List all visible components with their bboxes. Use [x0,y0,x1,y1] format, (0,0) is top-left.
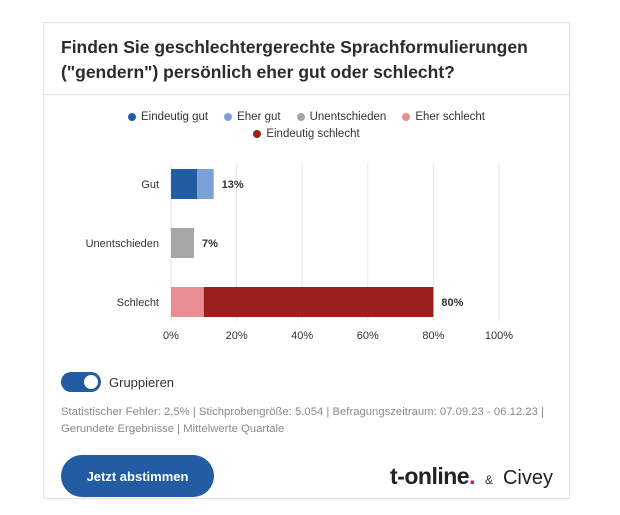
chart-legend: Eindeutig gut Eher gut Unentschieden Eher s… [44,109,569,143]
legend-item[interactable]: Unentschieden [296,109,387,125]
data-label: 80% [441,297,463,309]
ampersand: & [484,473,493,487]
toggle-label: Gruppieren [109,374,175,390]
x-tick-label: 80% [422,330,444,342]
bar-segment [171,287,204,317]
legend-dot [224,113,233,121]
legend-label: Eindeutig gut [140,111,209,123]
legend-dot [296,113,305,121]
legend-item[interactable]: Eher schlecht [402,109,485,125]
legend-item[interactable]: Eher gut [224,109,281,125]
bar-segment [197,169,214,199]
bar-segment [171,228,194,258]
x-tick-label: 0% [163,330,179,342]
vote-button[interactable]: Jetzt abstimmen [61,455,214,497]
x-tick-label: 20% [226,330,248,342]
legend-row: Eindeutig schlecht [44,126,569,142]
brand-logos: t-online. & Civey [390,463,553,490]
category-label: Schlecht [117,297,159,309]
bar-segment [171,169,198,199]
data-label: 13% [222,179,244,191]
legend-row: Eindeutig gut Eher gut Unentschieden Eher s… [44,109,569,125]
bar-segment [203,287,434,317]
group-toggle[interactable] [61,372,101,392]
legend-item[interactable]: Eindeutig schlecht [253,126,360,142]
legend-dot [402,113,411,121]
legend-label: Eher schlecht [415,111,486,123]
x-tick-label: 100% [485,330,513,342]
category-label: Gut [141,179,159,191]
legend-label: Unentschieden [309,111,387,123]
data-label: 7% [202,238,218,250]
methodology-note: Statistischer Fehler: 2,5% | Stichproben… [61,406,544,435]
category-label: Unentschieden [86,238,159,250]
legend-label: Eindeutig schlecht [266,128,360,140]
legend-item[interactable]: Eindeutig gut [127,109,209,125]
tonline-logo[interactable]: t-online. [390,463,475,489]
legend-label: Eher gut [237,111,281,123]
group-toggle-row[interactable]: Gruppieren [61,372,174,392]
x-tick-label: 60% [357,330,379,342]
civey-logo[interactable]: Civey [502,467,553,489]
bar-chart: 0% 20% 40% 60% 80% 100% Gut 13% Unentschieden 7% S… [86,163,513,342]
title-section: Finden Sie geschlechtergerechte Sprachfo… [44,23,569,95]
legend-dot [253,130,262,138]
toggle-knob [82,373,100,391]
legend-dot [127,113,136,121]
poll-card: Finden Sie geschlechtergerechte Sprachfo… [43,22,570,499]
poll-question: Finden Sie geschlechtergerechte Sprachfo… [61,37,528,82]
x-tick-label: 40% [291,330,313,342]
